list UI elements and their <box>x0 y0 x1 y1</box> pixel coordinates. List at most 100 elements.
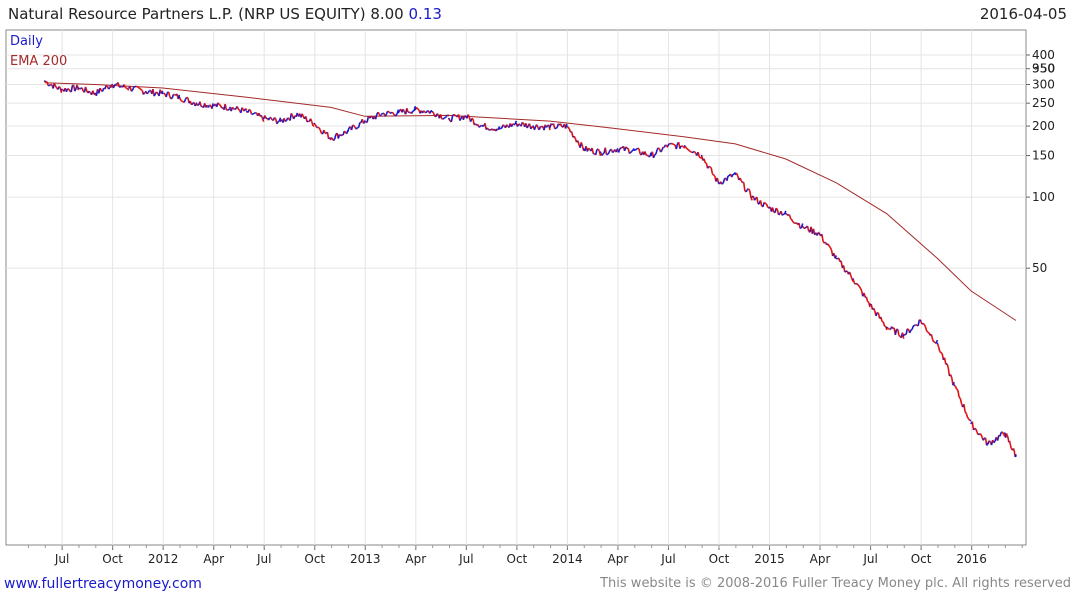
y-overlap-label: 9 <box>1032 62 1040 76</box>
price-segment <box>554 127 557 130</box>
price-segment <box>318 127 321 131</box>
price-point <box>431 110 433 113</box>
price-segment <box>711 173 715 176</box>
price-segment <box>112 85 116 89</box>
x-tick-label: Apr <box>608 552 629 566</box>
price-segment <box>638 148 641 155</box>
legend-ema: EMA 200 <box>10 54 67 69</box>
price-segment <box>518 123 521 126</box>
price-segment <box>486 127 490 131</box>
price-segment <box>792 221 795 224</box>
price-segment <box>1001 431 1005 435</box>
price-segment <box>135 85 138 88</box>
price-point <box>768 207 770 209</box>
price-segment <box>423 110 426 113</box>
price-segment <box>756 197 759 205</box>
price-segment <box>340 134 343 137</box>
price-segment <box>260 115 264 119</box>
price-segment <box>910 328 913 331</box>
price-point <box>279 120 282 122</box>
price-segment <box>332 138 336 142</box>
price-point <box>128 87 130 89</box>
price-segment <box>353 125 356 128</box>
price-point <box>970 422 972 425</box>
price-segment <box>821 234 824 242</box>
price-point <box>785 213 787 215</box>
price-segment <box>940 351 943 355</box>
price-segment <box>996 435 1000 441</box>
price-segment <box>413 106 417 112</box>
price-segment <box>974 427 977 430</box>
price-segment <box>703 158 706 163</box>
x-tick-label: Oct <box>709 552 730 566</box>
price-segment <box>514 120 518 125</box>
price-segment <box>636 147 639 150</box>
price-segment <box>115 83 118 86</box>
price-segment <box>88 90 92 94</box>
price-segment <box>350 125 354 131</box>
price-segment <box>392 113 396 117</box>
price-segment <box>92 90 95 95</box>
price-segment <box>171 94 175 99</box>
price-segment <box>227 108 230 111</box>
site-link[interactable]: www.fullertreacymoney.com <box>4 576 202 592</box>
price-segment <box>1010 447 1013 451</box>
price-segment <box>923 323 927 328</box>
price-segment <box>930 334 934 340</box>
price-segment <box>652 154 656 159</box>
price-segment <box>634 148 638 151</box>
price-segment <box>742 182 746 192</box>
price-point <box>363 120 366 122</box>
price-segment <box>442 117 445 120</box>
price-segment <box>79 87 82 90</box>
price-segment <box>972 427 976 431</box>
price-point <box>919 319 922 322</box>
x-tick-label: Jul <box>660 552 675 566</box>
price-segment <box>591 147 595 154</box>
price-segment <box>576 140 580 145</box>
price-segment <box>896 328 900 336</box>
price-segment <box>856 282 859 286</box>
price-segment <box>536 124 539 128</box>
x-tick-label: 2014 <box>552 552 583 566</box>
price-segment <box>644 151 647 156</box>
x-tick-label: Apr <box>203 552 224 566</box>
price-segment <box>646 154 650 158</box>
price-point <box>111 83 113 86</box>
price-point <box>734 173 737 175</box>
x-tick-label: Apr <box>810 552 831 566</box>
price-segment <box>1008 440 1012 446</box>
price-segment <box>65 88 69 92</box>
price-segment <box>924 326 928 331</box>
price-segment <box>402 108 406 113</box>
price-segment <box>74 88 77 92</box>
price-point <box>599 151 602 153</box>
price-segment <box>407 111 410 114</box>
price-segment <box>267 117 271 121</box>
price-segment <box>686 148 689 151</box>
price-point <box>178 96 181 98</box>
price-segment <box>957 390 960 398</box>
price-segment <box>661 146 664 151</box>
price-segment <box>390 111 393 114</box>
price-segment <box>867 300 870 304</box>
price-segment <box>142 92 146 95</box>
price-segment <box>573 135 577 139</box>
price-segment <box>183 98 187 103</box>
price-segment <box>406 108 409 113</box>
price-segment <box>153 93 157 97</box>
price-segment <box>857 284 860 287</box>
price-segment <box>265 117 268 120</box>
price-segment <box>53 83 57 87</box>
price-segment <box>447 114 450 117</box>
price-segment <box>107 87 111 90</box>
price-segment <box>837 257 841 262</box>
price-segment <box>730 173 734 178</box>
price-segment <box>943 357 947 365</box>
x-tick-label: 2016 <box>956 552 987 566</box>
price-segment <box>131 86 135 91</box>
price-segment <box>415 106 419 110</box>
price-segment <box>827 243 830 247</box>
